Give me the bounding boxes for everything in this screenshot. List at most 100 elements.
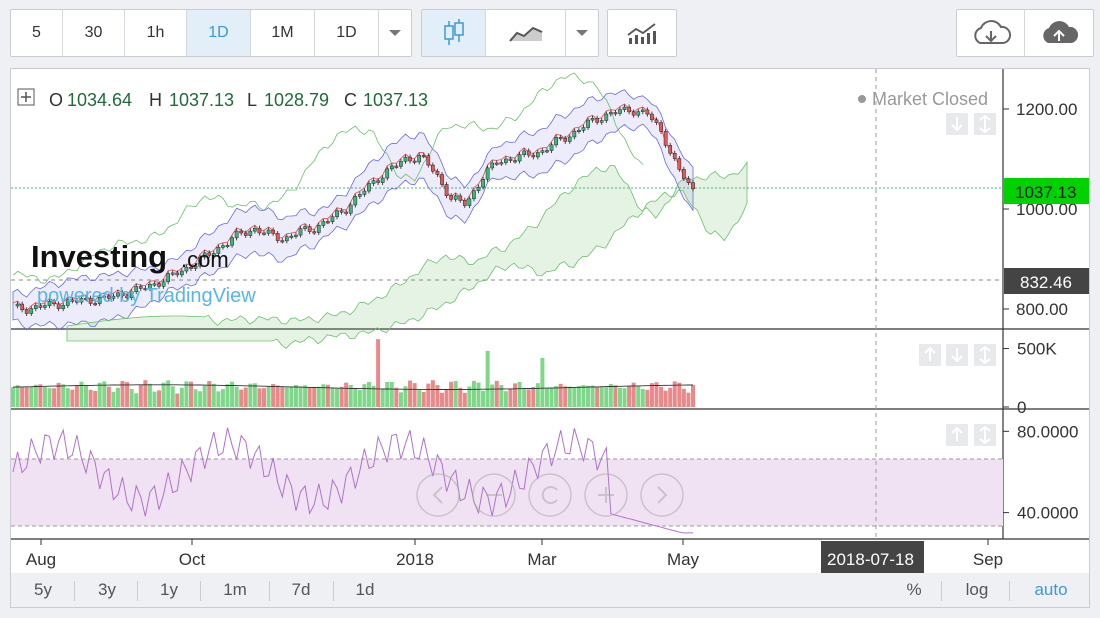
percent-scale-button[interactable]: % (906, 580, 922, 599)
volume-bar (152, 391, 157, 407)
range-5y-button[interactable]: 5y (34, 580, 52, 599)
volume-bar (357, 389, 362, 407)
volume-bar (202, 385, 207, 407)
line-chart-icon (508, 26, 542, 42)
volume-tick-label: 500K (1017, 340, 1057, 359)
candle-body (111, 295, 116, 299)
market-status-dot (858, 95, 866, 103)
candle-body (380, 177, 385, 183)
reset-button[interactable] (528, 473, 572, 517)
price-scale[interactable]: 800.00 1000.00 1200.00 (1003, 100, 1077, 319)
rsi-tick-label: 40.0000 (1017, 504, 1078, 523)
scroll-right-button[interactable] (640, 473, 684, 517)
expand-vertical-icon (979, 114, 991, 134)
range-3y-button[interactable]: 3y (98, 580, 116, 599)
plus-icon (21, 92, 31, 102)
interval-1d-alt-button[interactable]: 1D (315, 10, 379, 56)
interval-dropdown-button[interactable] (379, 10, 411, 56)
last-price-value: 1037.13 (1015, 183, 1076, 202)
volume-bar (517, 381, 522, 407)
ohlc-legend: O 1034.64 H 1037.13 L 1028.79 C 1037.13 (17, 88, 428, 110)
candle-body (157, 283, 161, 287)
volume-bar (681, 388, 686, 407)
navigation-controls (416, 473, 684, 517)
candlestick-icon (443, 19, 464, 45)
range-1d-button[interactable]: 1d (355, 580, 375, 599)
range-1y-button[interactable]: 1y (160, 580, 178, 599)
range-toolbar: 5y 3y 1y 1m 7d 1d % log auto (10, 573, 1090, 608)
chart-type-dropdown-button[interactable] (566, 10, 598, 56)
auto-scale-button[interactable]: auto (1034, 580, 1068, 599)
candle-body (207, 252, 212, 256)
candle-body (362, 190, 367, 195)
save-chart-button[interactable] (957, 10, 1025, 56)
rsi-scale[interactable]: 40.0000 80.0000 (1003, 422, 1078, 523)
candle-body (257, 227, 262, 234)
time-axis[interactable]: Aug Oct 2018 Mar May Sep (26, 539, 1003, 569)
volume-bar (394, 387, 399, 407)
candlestick-button[interactable] (422, 10, 486, 56)
interval-1m-button[interactable]: 1M (251, 10, 315, 56)
load-chart-button[interactable] (1025, 10, 1093, 56)
candle-body (394, 165, 399, 168)
candlestick-series[interactable] (15, 104, 695, 316)
candle-body (376, 180, 380, 183)
zoom-out-button[interactable] (472, 473, 516, 517)
volume-bar (97, 382, 102, 407)
candle-body (303, 226, 307, 229)
volume-bar (220, 389, 225, 407)
range-1m-button[interactable]: 1m (223, 580, 247, 599)
volume-bar (170, 386, 175, 407)
candle-body (609, 112, 613, 115)
volume-bar (362, 384, 367, 407)
candle-body (166, 273, 171, 283)
volume-bar (636, 385, 641, 407)
dropdown-icon (576, 30, 588, 36)
volume-bar (608, 383, 613, 407)
volume-bar (481, 390, 486, 407)
interval-1d-button[interactable]: 1D (187, 10, 251, 56)
interval-5-button[interactable]: 5 (11, 10, 63, 56)
range-7d-button[interactable]: 7d (291, 580, 311, 599)
candle-body (663, 131, 668, 146)
volume-bar (266, 386, 271, 407)
volume-bar (33, 384, 38, 407)
candle-body (330, 216, 335, 222)
volume-bar (303, 385, 308, 407)
volume-bar (604, 387, 609, 407)
candle-body (262, 232, 266, 235)
candle-body (29, 308, 34, 314)
volume-bar (143, 380, 148, 407)
indicators-button[interactable] (608, 10, 676, 56)
volume-bar (421, 391, 426, 407)
candle-body (84, 297, 88, 300)
volume-bar (211, 383, 216, 407)
candle-body (458, 195, 463, 201)
candle-body (618, 109, 622, 114)
volume-bar (476, 382, 481, 407)
interval-1h-button[interactable]: 1h (125, 10, 187, 56)
candle-body (65, 299, 70, 306)
crosshair-date-value: 2018-07-18 (827, 550, 914, 569)
chart-canvas[interactable]: O 1034.64 H 1037.13 L 1028.79 C 1037.13 … (11, 69, 1089, 573)
arrow-down-icon (951, 117, 963, 132)
volume-bar (38, 384, 43, 407)
arrow-up-icon (951, 426, 963, 441)
interval-30-button[interactable]: 30 (63, 10, 125, 56)
volume-bar (485, 350, 490, 407)
volume-bar (403, 386, 408, 407)
scroll-left-button[interactable] (416, 473, 460, 517)
candle-body (513, 160, 517, 163)
area-chart-button[interactable] (486, 10, 566, 56)
candle-body (280, 240, 285, 243)
log-scale-button[interactable]: log (965, 580, 989, 599)
volume-scale[interactable]: 0 500K (1003, 340, 1057, 417)
zoom-in-button[interactable] (584, 473, 628, 517)
candle-body (453, 195, 458, 200)
volume-bar (672, 381, 677, 407)
candle-body (431, 164, 435, 172)
candle-body (211, 253, 216, 256)
volume-bar (225, 384, 230, 407)
chart-container[interactable]: O 1034.64 H 1037.13 L 1028.79 C 1037.13 … (10, 68, 1090, 574)
candle-body (540, 150, 545, 153)
